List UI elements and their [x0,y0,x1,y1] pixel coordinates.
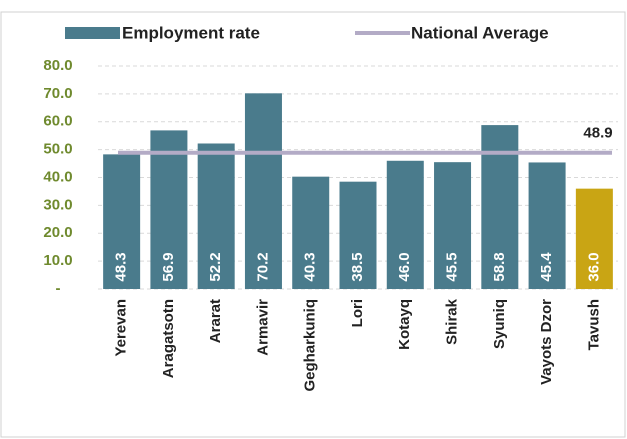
frame [0,11,626,438]
bar [150,130,188,289]
data-label: 45.5 [444,252,461,281]
bar [197,143,235,289]
x-tick-label: Tavush [585,299,602,350]
data-label: 56.9 [160,252,177,281]
bar [434,162,472,289]
y-tick-label: 70.0 [43,85,72,102]
bar [339,181,377,289]
y-tick-label: 20.0 [43,224,72,241]
bar [575,188,613,289]
x-tick-label: Shirak [444,298,461,345]
data-label: 45.4 [538,252,555,282]
x-tick-label: Gegharkuniq [302,299,319,392]
bar [292,176,330,289]
y-tick-label: 80.0 [43,57,72,74]
x-tick-label: Lori [349,299,366,327]
y-tick-label: 60.0 [43,113,72,130]
data-label: 38.5 [349,252,366,281]
x-tick-label: Armavir [254,299,271,356]
average-label: 48.9 [583,125,612,142]
data-label: 36.0 [585,252,602,281]
data-label: 48.3 [113,252,130,281]
data-label: 58.8 [491,252,508,281]
bar [528,162,566,289]
x-tick-label: Ararat [207,299,224,343]
legend-label: Employment rate [122,23,260,42]
y-tick-label: 40.0 [43,168,72,185]
x-tick-label: Aragatsotn [160,299,177,378]
x-tick-label: Kotayq [396,299,413,350]
x-tick-label: Syuniq [491,299,508,349]
bar [103,154,141,289]
data-label: 46.0 [396,252,413,281]
y-tick-label: - [56,280,61,297]
data-label: 70.2 [254,252,271,281]
y-tick-label: 50.0 [43,141,72,158]
data-label: 40.3 [302,252,319,281]
x-tick-label: Vayots Dzor [538,299,555,385]
legend-label: National Average [411,23,549,42]
bar [386,160,424,289]
x-tick-label: Yerevan [113,299,130,357]
y-tick-label: 30.0 [43,196,72,213]
legend-swatch [65,27,120,39]
data-label: 52.2 [207,252,224,281]
y-tick-label: 10.0 [43,252,72,269]
bar [244,93,282,289]
